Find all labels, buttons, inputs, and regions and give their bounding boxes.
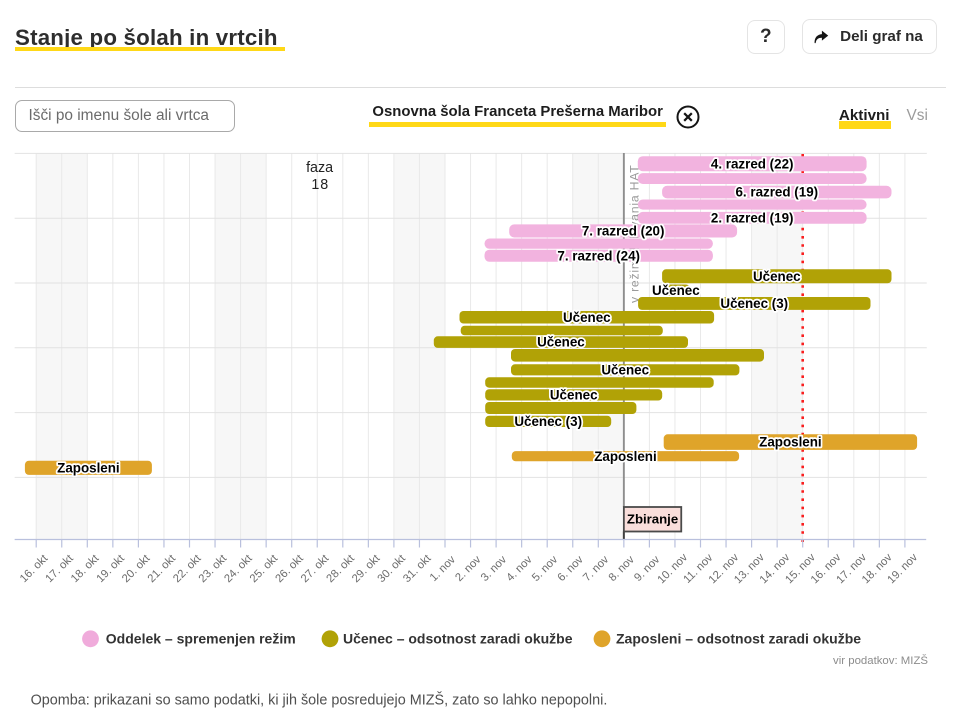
svg-text:Učenec – odsotnost zaradi okuž: Učenec – odsotnost zaradi okužbe <box>343 631 573 647</box>
svg-text:Oddelek – spremenjen režim: Oddelek – spremenjen režim <box>106 631 296 647</box>
svg-text:4. razred (22): 4. razred (22) <box>711 156 794 171</box>
svg-text:5. nov: 5. nov <box>530 554 560 584</box>
svg-text:6. nov: 6. nov <box>556 554 586 584</box>
svg-text:Zbiranje: Zbiranje <box>627 512 678 527</box>
svg-text:1. nov: 1. nov <box>428 554 458 584</box>
svg-text:Učenec: Učenec <box>563 310 611 325</box>
svg-text:6. razred (19): 6. razred (19) <box>735 185 818 200</box>
svg-text:Učenec: Učenec <box>652 283 700 298</box>
svg-text:7. razred (24): 7. razred (24) <box>557 248 640 263</box>
svg-text:Učenec (3): Učenec (3) <box>720 296 788 311</box>
svg-text:3. nov: 3. nov <box>479 554 509 584</box>
svg-text:Zaposleni: Zaposleni <box>57 460 120 475</box>
svg-text:2. razred (19): 2. razred (19) <box>711 210 794 225</box>
svg-text:7. nov: 7. nov <box>581 554 611 584</box>
svg-text:vir podatkov: MIZŠ: vir podatkov: MIZŠ <box>833 654 928 667</box>
svg-text:4. nov: 4. nov <box>504 554 534 584</box>
svg-text:Zaposleni – odsotnost zaradi o: Zaposleni – odsotnost zaradi okužbe <box>616 631 861 647</box>
svg-text:8. nov: 8. nov <box>607 554 637 584</box>
svg-text:Učenec (3): Učenec (3) <box>514 414 582 429</box>
svg-text:31. okt: 31. okt <box>401 552 434 585</box>
svg-text:Zaposleni: Zaposleni <box>594 449 657 464</box>
svg-text:Učenec: Učenec <box>753 269 801 284</box>
svg-text:faza: faza <box>306 160 333 176</box>
svg-text:2. nov: 2. nov <box>453 554 483 584</box>
svg-text:Učenec: Učenec <box>601 362 649 377</box>
svg-text:Opomba: prikazani so samo poda: Opomba: prikazani so samo podatki, ki ji… <box>31 692 608 709</box>
svg-text:7. razred (20): 7. razred (20) <box>582 224 665 239</box>
svg-text:Zaposleni: Zaposleni <box>759 435 822 450</box>
svg-text:Učenec: Učenec <box>537 335 585 350</box>
svg-text:Učenec: Učenec <box>550 387 598 402</box>
svg-text:18: 18 <box>311 177 329 193</box>
